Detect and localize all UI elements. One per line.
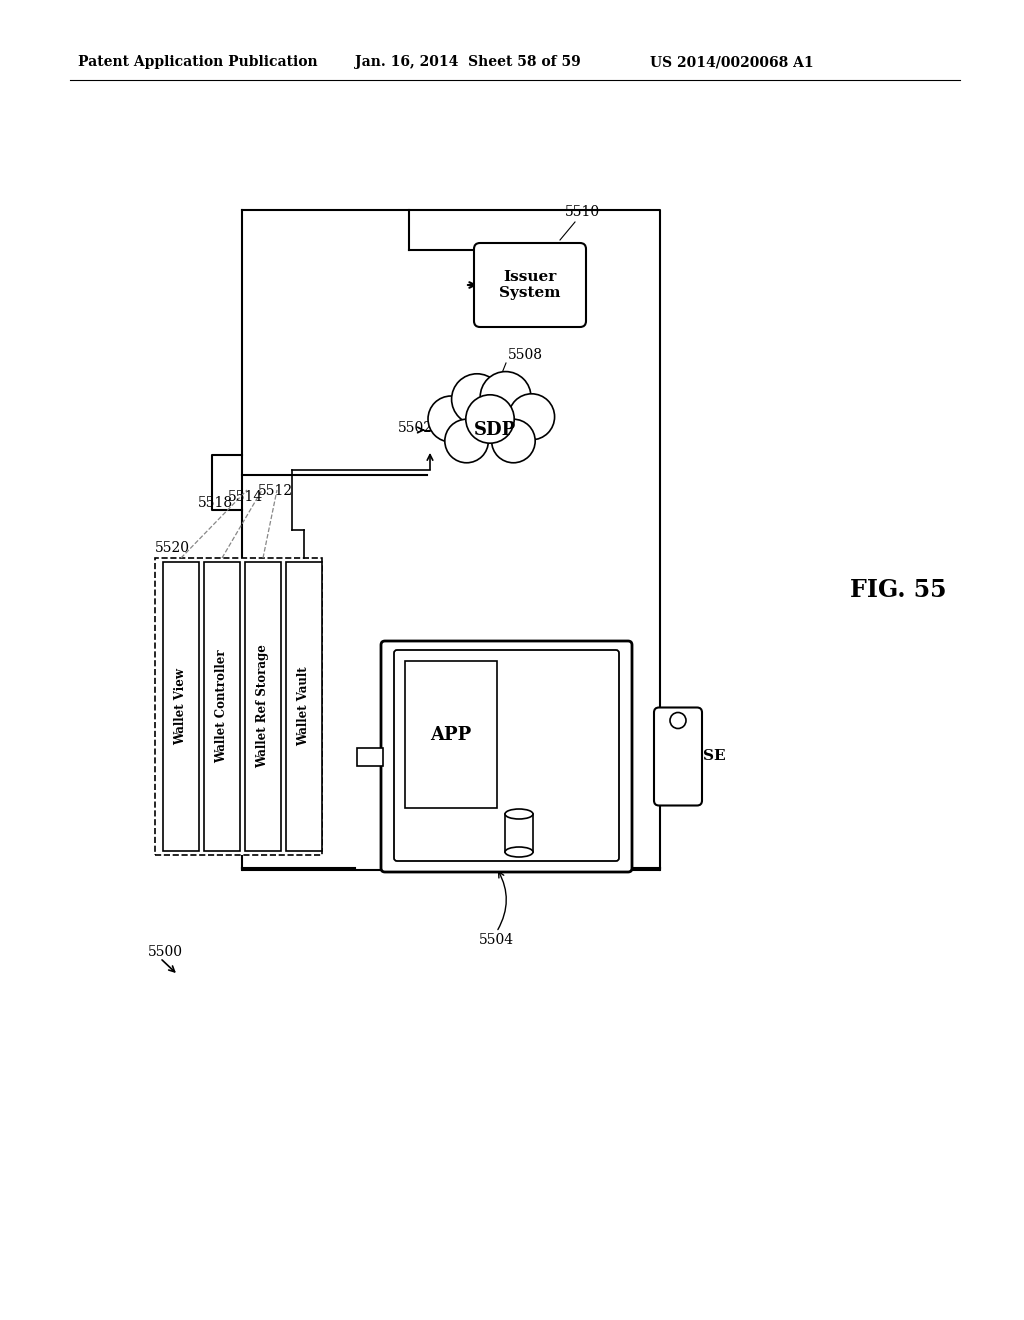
Text: Wallet Ref Storage: Wallet Ref Storage	[256, 644, 269, 768]
Circle shape	[466, 395, 514, 444]
Text: Issuer
System: Issuer System	[500, 269, 561, 300]
Text: US 2014/0020068 A1: US 2014/0020068 A1	[650, 55, 814, 69]
Text: APP: APP	[430, 726, 472, 743]
Circle shape	[452, 374, 503, 425]
Text: 5508: 5508	[508, 348, 543, 362]
Text: 5518: 5518	[198, 496, 233, 510]
Bar	[357, 747, 383, 766]
Text: SE: SE	[703, 750, 726, 763]
Circle shape	[492, 420, 536, 463]
Circle shape	[444, 420, 488, 463]
Text: 5504: 5504	[479, 933, 514, 946]
FancyBboxPatch shape	[654, 708, 702, 805]
Text: 5502: 5502	[398, 421, 433, 436]
Text: 5510: 5510	[565, 205, 600, 219]
Bar	[163, 562, 199, 851]
Bar	[286, 562, 322, 851]
Circle shape	[428, 396, 474, 442]
Ellipse shape	[505, 809, 534, 818]
Text: 5500: 5500	[148, 945, 183, 960]
Text: Wallet Controller: Wallet Controller	[215, 649, 228, 763]
Bar	[155, 558, 322, 855]
Bar	[245, 562, 281, 851]
Circle shape	[509, 393, 555, 440]
Bar	[204, 562, 240, 851]
FancyBboxPatch shape	[394, 649, 618, 861]
Circle shape	[670, 713, 686, 729]
Text: 5520: 5520	[155, 541, 190, 554]
Text: Jan. 16, 2014  Sheet 58 of 59: Jan. 16, 2014 Sheet 58 of 59	[355, 55, 581, 69]
Text: Patent Application Publication: Patent Application Publication	[78, 55, 317, 69]
Text: FIG. 55: FIG. 55	[850, 578, 946, 602]
Text: Wallet View: Wallet View	[174, 668, 187, 744]
Circle shape	[480, 372, 531, 422]
FancyBboxPatch shape	[474, 243, 586, 327]
Text: 5512: 5512	[258, 484, 293, 498]
Text: SDP: SDP	[474, 421, 516, 440]
Bar	[406, 661, 497, 808]
Bar	[505, 814, 534, 851]
Ellipse shape	[505, 847, 534, 857]
Text: Wallet Vault: Wallet Vault	[298, 667, 310, 746]
FancyBboxPatch shape	[381, 642, 632, 873]
Text: 5514: 5514	[228, 490, 263, 504]
